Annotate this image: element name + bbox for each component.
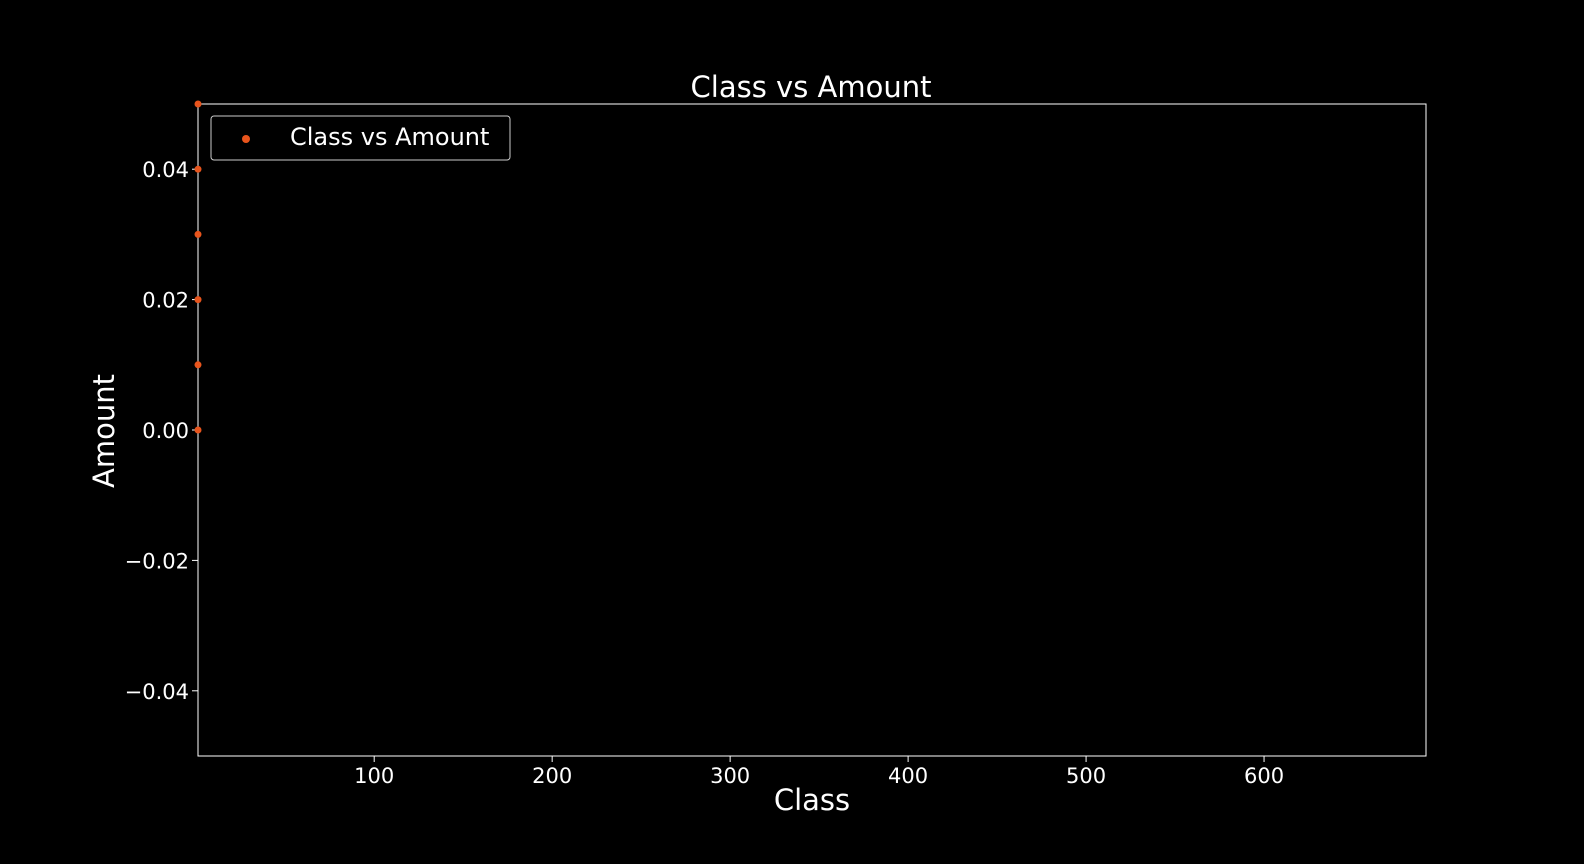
legend-box: [210, 115, 511, 161]
data-point: [194, 100, 202, 108]
y-axis-label: Amount: [87, 374, 121, 488]
y-tick-label: −0.04: [125, 680, 189, 704]
x-tick-label: 400: [888, 764, 928, 788]
data-point: [194, 296, 202, 304]
x-tick-label: 600: [1244, 764, 1284, 788]
legend: Class vs Amount: [210, 115, 511, 161]
x-tick-label: 100: [354, 764, 394, 788]
y-tick-label: −0.02: [125, 549, 189, 573]
y-tick-label: 0.04: [142, 158, 189, 182]
y-tick-label: 0.02: [142, 289, 189, 313]
x-tick-label: 500: [1066, 764, 1106, 788]
y-tick-label: 0.00: [142, 419, 189, 443]
x-axis-label: Class: [774, 783, 850, 817]
data-points: [194, 100, 202, 434]
data-point: [194, 230, 202, 238]
x-axis-ticks: 100 200 300 400 500 600: [354, 756, 1284, 788]
data-point: [194, 426, 202, 434]
data-point: [194, 165, 202, 173]
x-tick-label: 300: [710, 764, 750, 788]
legend-entry-label: Class vs Amount: [290, 123, 489, 151]
y-axis-ticks: −0.04 −0.02 0.00 0.02 0.04: [125, 158, 198, 704]
data-point: [194, 361, 202, 369]
legend-marker: [242, 135, 250, 143]
chart-title: Class vs Amount: [691, 70, 932, 104]
x-tick-label: 200: [532, 764, 572, 788]
